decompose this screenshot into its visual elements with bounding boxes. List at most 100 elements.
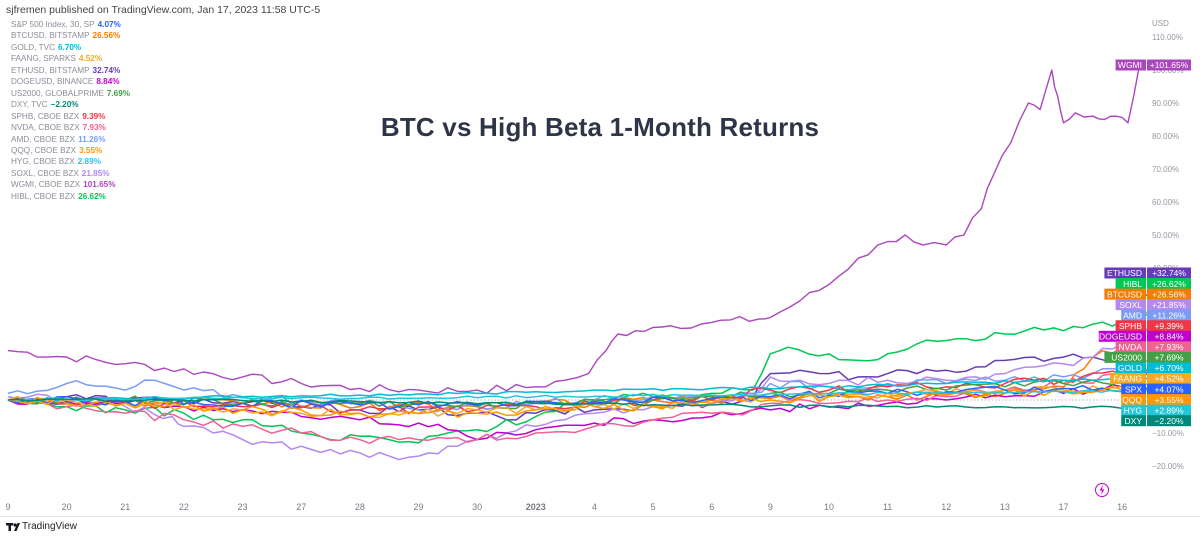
price-tag-name: DOGEUSD bbox=[1099, 332, 1142, 342]
x-tick-label: 23 bbox=[238, 502, 248, 512]
legend-value: 6.70% bbox=[57, 42, 82, 52]
price-tag-value: +3.55% bbox=[1154, 395, 1184, 405]
x-tick-label: 28 bbox=[355, 502, 365, 512]
tradingview-logo-icon bbox=[6, 523, 20, 531]
y-tick-label: 110.00% bbox=[1152, 33, 1183, 42]
legend-entry[interactable]: SOXL, CBOE BZX 21.85% bbox=[11, 168, 130, 179]
y-tick-label: 80.00% bbox=[1152, 132, 1179, 141]
legend-entry[interactable]: GOLD, TVC 6.70% bbox=[11, 42, 130, 53]
price-tag-value: +4.52% bbox=[1154, 374, 1184, 384]
legend-value: 4.52% bbox=[78, 54, 103, 64]
y-tick-label: 50.00% bbox=[1152, 231, 1179, 240]
price-tag-value: +32.74% bbox=[1152, 268, 1186, 278]
legend-value: 7.69% bbox=[106, 88, 131, 98]
legend-entry[interactable]: DOGEUSD, BINANCE 8.84% bbox=[11, 76, 130, 87]
price-tag-value: +26.56% bbox=[1152, 289, 1186, 299]
legend-entry[interactable]: WGMI, CBOE BZX 101.65% bbox=[11, 179, 130, 190]
legend-entry[interactable]: S&P 500 Index, 30, SP 4.07% bbox=[11, 19, 130, 30]
x-tick-label: 11 bbox=[883, 502, 892, 512]
legend-entry[interactable]: QQQ, CBOE BZX 3.55% bbox=[11, 145, 130, 156]
x-tick-label: 6 bbox=[709, 502, 714, 512]
price-tag-faang: FAANG +4.52% bbox=[1110, 373, 1191, 384]
legend-symbol: GOLD, TVC bbox=[11, 42, 55, 52]
price-tag-gold: GOLD +6.70% bbox=[1115, 362, 1191, 374]
x-tick-label: 22 bbox=[179, 502, 189, 512]
legend-symbol: BTCUSD, BITSTAMP bbox=[11, 31, 90, 41]
y-tick-label: −10.00% bbox=[1152, 429, 1184, 438]
x-tick-label: 4 bbox=[592, 502, 597, 512]
price-tag-value: +21.85% bbox=[1152, 300, 1186, 310]
series-line-hibl bbox=[7, 311, 1170, 444]
price-tag-name: FAANG bbox=[1113, 374, 1142, 384]
series-line-hyg bbox=[7, 388, 1170, 402]
lightning-icon[interactable] bbox=[1095, 483, 1109, 497]
chart-title: BTC vs High Beta 1-Month Returns bbox=[380, 112, 820, 142]
price-tag-hyg: HYG +2.89% bbox=[1121, 404, 1191, 416]
x-tick-label: 9 bbox=[5, 502, 10, 512]
legend-entry[interactable]: US2000, GLOBALPRIME 7.69% bbox=[11, 88, 130, 99]
price-tag-amd: AMD +11.26% bbox=[1121, 309, 1191, 321]
legend-symbol: US2000, GLOBALPRIME bbox=[11, 88, 104, 98]
legend-symbol: QQQ, CBOE BZX bbox=[11, 145, 77, 155]
price-tag-value: +6.70% bbox=[1154, 363, 1184, 373]
legend-value: 11.26% bbox=[78, 134, 106, 144]
legend-symbol: SPHB, CBOE BZX bbox=[11, 111, 80, 121]
price-tag-name: WGMI bbox=[1118, 60, 1142, 70]
price-tag-dxy: DXY −2.20% bbox=[1121, 415, 1191, 427]
price-tag-hibl: HIBL +26.62% bbox=[1115, 278, 1191, 290]
x-tick-label: 17 bbox=[1059, 502, 1069, 512]
price-tag-spx: SPX +4.07% bbox=[1121, 383, 1191, 395]
legend-value: 4.07% bbox=[97, 20, 121, 29]
x-tick-label: 10 bbox=[824, 502, 834, 512]
legend-symbol: SOXL, CBOE BZX bbox=[11, 168, 79, 178]
price-tag-name: DXY bbox=[1125, 416, 1143, 426]
x-tick-label: 12 bbox=[941, 502, 951, 512]
legend-value: 32.74% bbox=[92, 65, 121, 75]
legend-entry[interactable]: SPHB, CBOE BZX 9.39% bbox=[11, 111, 130, 122]
legend-entry[interactable]: FAANG, SPARKS 4.52% bbox=[11, 53, 130, 64]
price-tag-name: HIBL bbox=[1123, 279, 1142, 289]
price-tag-wgmi: WGMI +101.65% bbox=[1115, 59, 1191, 71]
legend-entry[interactable]: HIBL, CBOE BZX 26.62% bbox=[11, 191, 130, 202]
legend-entry[interactable]: NVDA, CBOE BZX 7.93% bbox=[11, 122, 130, 133]
legend-entry[interactable]: ETHUSD, BITSTAMP 32.74% bbox=[11, 65, 130, 76]
price-tag-value: +4.07% bbox=[1154, 384, 1184, 394]
price-tag-value: +7.69% bbox=[1154, 353, 1184, 363]
price-tag-sphb: SPHB +9.39% bbox=[1115, 320, 1191, 332]
price-tag-nvda: NVDA +7.93% bbox=[1115, 341, 1191, 353]
price-tag-name: QQQ bbox=[1122, 395, 1142, 405]
price-tag-value: +9.39% bbox=[1154, 321, 1184, 331]
price-tag-value: −2.20% bbox=[1154, 416, 1184, 426]
price-tag-value: +7.93% bbox=[1154, 342, 1184, 352]
legend-entry[interactable]: AMD, CBOE BZX 11.26% bbox=[11, 134, 130, 145]
x-tick-label: 2023 bbox=[526, 502, 546, 512]
series-line-soxl bbox=[7, 326, 1170, 461]
legend-entry[interactable]: DXY, TVC −2.20% bbox=[11, 99, 130, 110]
legend-symbol: ETHUSD, BITSTAMP bbox=[11, 65, 90, 75]
price-tag-name: US2000 bbox=[1111, 353, 1142, 363]
series-legend: S&P 500 Index, 30, SP 4.07% BTCUSD, BITSTA… bbox=[11, 19, 130, 202]
legend-symbol: FAANG, SPARKS bbox=[11, 54, 76, 64]
price-tag-ethusd: ETHUSD +32.74% bbox=[1104, 267, 1191, 279]
legend-entry[interactable]: HYG, CBOE BZX 2.89% bbox=[11, 156, 130, 167]
x-tick-label: 21 bbox=[120, 502, 130, 512]
legend-entry[interactable]: BTCUSD, BITSTAMP 26.56% bbox=[11, 30, 130, 41]
price-tag-name: GOLD bbox=[1118, 363, 1142, 373]
legend-value: 9.39% bbox=[82, 111, 106, 121]
y-tick-label: 90.00% bbox=[1152, 99, 1179, 108]
legend-symbol: HYG, CBOE BZX bbox=[11, 157, 75, 167]
series-line-spx bbox=[7, 384, 1170, 410]
legend-symbol: S&P 500 Index, 30, SP bbox=[11, 20, 95, 29]
legend-value: 21.85% bbox=[81, 168, 110, 178]
legend-value: 8.84% bbox=[96, 77, 120, 87]
price-tag-qqq: QQQ +3.55% bbox=[1121, 394, 1191, 406]
y-axis-unit: USD bbox=[1152, 19, 1169, 28]
series-line-dxy bbox=[7, 397, 1170, 410]
y-tick-label: −20.00% bbox=[1152, 462, 1184, 471]
legend-symbol: NVDA, CBOE BZX bbox=[11, 123, 80, 133]
price-tag-name: SPHB bbox=[1119, 321, 1142, 331]
price-tag-value: +11.26% bbox=[1152, 310, 1186, 320]
price-tag-name: NVDA bbox=[1118, 342, 1142, 352]
legend-symbol: HIBL, CBOE BZX bbox=[11, 191, 76, 201]
